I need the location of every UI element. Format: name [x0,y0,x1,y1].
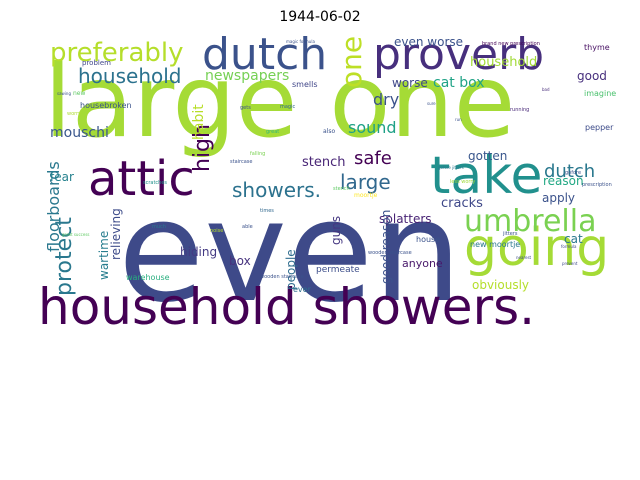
cloud-word: prescription [582,182,612,188]
cloud-word: also [323,128,336,135]
cloud-word: moortje [354,192,378,199]
cloud-word: new moortje [470,240,521,249]
cloud-word: relieving [109,208,123,260]
cloud-word: anyone [402,257,443,270]
cloud-word: gofore jitters [438,165,464,170]
cloud-word: good reason [379,209,393,284]
cloud-word: showers. [232,178,321,202]
cloud-word: falling [250,151,266,157]
cloud-word: stench [333,186,350,192]
cloud-word: stench [302,155,346,170]
cloud-word: people [284,249,298,290]
cloud-word: household [78,64,182,88]
chart-title: 1944-06-02 [279,9,361,25]
cloud-word: fear [50,170,74,184]
cloud-word: umbrella [464,204,597,239]
cloud-word: large one [44,43,516,160]
cloud-word: newspapers [205,68,290,84]
cloud-word: dutch [202,29,328,80]
cloud-word: one [335,35,368,88]
cloud-word: magic [280,104,296,110]
cloud-word: safe [354,148,392,169]
cloud-word: even [118,171,462,334]
cloud-word: sound [348,118,397,137]
cloud-word: magic formula [286,39,315,44]
cloud-word: jitters [503,231,518,237]
cloud-word: run [455,117,462,122]
cloud-word: cracks [441,196,483,211]
cloud-word: scratches [143,180,168,186]
cloud-word: going [464,218,610,278]
cloud-word: wooden staircase [368,250,412,256]
cloud-word: take [430,146,543,206]
cloud-word: nearest [516,255,532,260]
cloud-word: warehouse [126,273,170,282]
cloud-word: times [260,208,274,214]
cloud-word: brand new prescription [482,41,540,47]
cloud-word: able [242,224,253,230]
cloud-word: permeate [316,265,360,275]
cloud-word: apply [542,191,576,205]
cloud-word: imagine [584,89,617,98]
cloud-word: thyme [584,43,610,52]
cloud-word: good [577,69,607,83]
cloud-word: sawing [57,91,71,96]
cloud-word: staircase [230,159,253,165]
cloud-word: great [266,129,280,135]
cloud-word: large [340,170,391,194]
word-cloud-panel [38,37,617,327]
cloud-word: reason [543,174,584,188]
cloud-word: gotten [468,149,508,163]
cloud-word: preferably [50,38,184,68]
cloud-word: dutch [544,161,596,182]
cloud-word: splatters [379,212,432,226]
cloud-word: pepper [585,123,614,132]
cloud-word: household showers. [38,278,536,336]
cloud-word: hiding [180,245,218,259]
cloud-word: housebroken [80,101,132,110]
cloud-word: household [470,55,538,70]
cloud-word: guns [329,215,343,245]
cloud-word: prevent [562,261,578,266]
cloud-word: gofore [565,170,582,176]
cloud-word: cat box [433,75,485,91]
cloud-word: obviously [472,278,530,292]
cloud-word: proverb [373,29,545,80]
cloud-word: noise [210,228,224,234]
cloud-word: problem [82,59,111,67]
cloud-word: smells [292,80,318,89]
cloud-word: gets [240,105,251,111]
cloud-word: great success [62,232,90,237]
cloud-word: wooden staircase [260,274,304,280]
cloud-word: ever [293,285,311,294]
cloud-word: sure [427,101,436,106]
cloud-word: bad [542,87,550,92]
cloud-word: formula [561,244,577,249]
cloud-word: much [152,224,166,230]
cloud-word: new [73,90,86,97]
cloud-word: mouschi [50,125,109,141]
cloud-word: dry [373,90,400,109]
cloud-word: cat [564,232,583,246]
cloud-word: worry [67,111,82,117]
cloud-word: worse [392,76,428,90]
cloud-word: attic [88,151,195,207]
cloud-word: box [229,254,251,268]
cloud-word: even worse [394,35,464,49]
cloud-word: less worry [450,179,476,185]
cloud-word: running [510,107,530,113]
cloud-word: habit [191,104,207,140]
cloud-word: house [416,235,441,244]
